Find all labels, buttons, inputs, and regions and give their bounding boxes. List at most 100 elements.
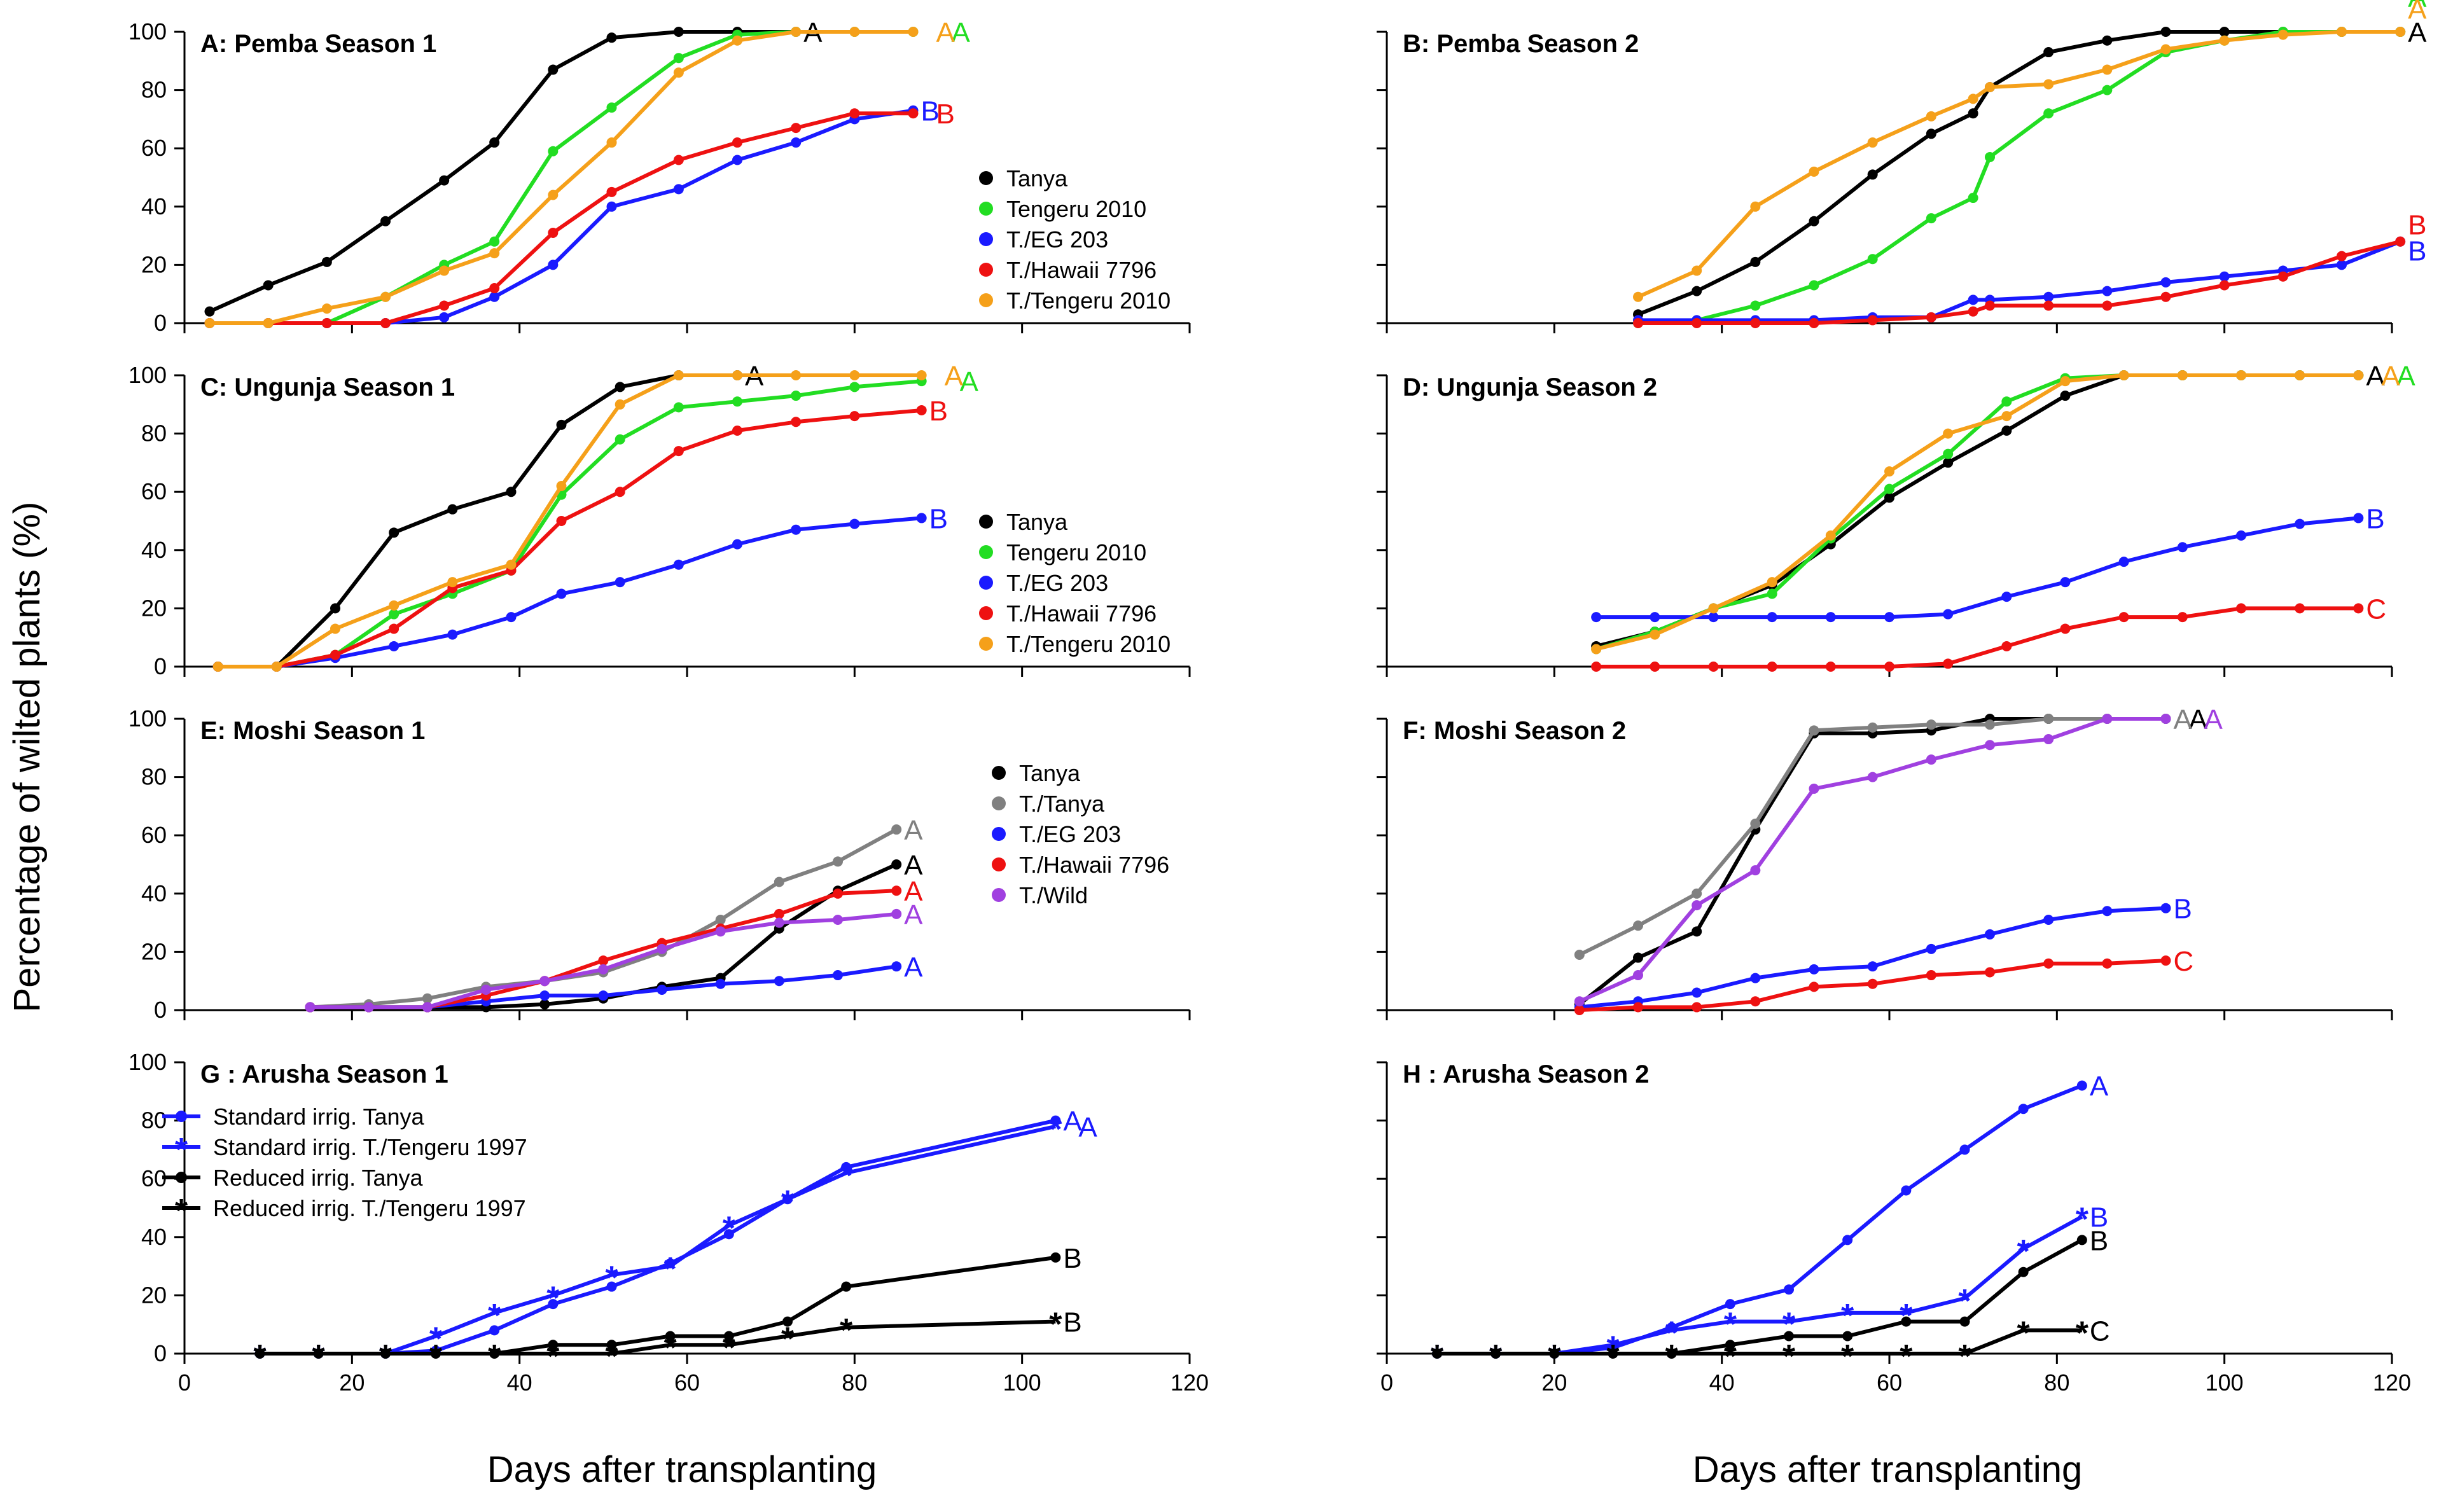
series-t-hawaii-7796: C	[1591, 593, 2386, 672]
data-point	[556, 516, 567, 526]
data-point	[556, 481, 567, 492]
legend-label: T./EG 203	[1019, 821, 1121, 847]
data-point	[833, 915, 843, 926]
data-point	[1884, 612, 1894, 623]
data-point	[1591, 612, 1602, 623]
series-line	[1595, 373, 2359, 651]
data-point	[849, 27, 860, 37]
data-point	[1959, 1316, 1970, 1327]
significance-letter: A	[2381, 361, 2400, 392]
data-point	[2295, 370, 2305, 380]
significance-letter: A	[2408, 0, 2427, 13]
data-point	[2043, 714, 2054, 724]
legend-marker	[992, 827, 1006, 841]
x-axis-title-left: Days after transplanting	[487, 1449, 877, 1490]
data-point	[916, 513, 927, 524]
star-marker: *	[2017, 1315, 2031, 1352]
star-marker: *	[605, 1259, 618, 1296]
panel-F: F: Moshi Season 2 AA BC A	[1377, 704, 2393, 1020]
data-point	[1926, 128, 1936, 139]
data-point	[1725, 1340, 1735, 1350]
data-point	[673, 155, 684, 165]
legend-star-marker: *	[175, 1193, 188, 1230]
legend: Tanya Tengeru 2010 T./EG 203 T./Hawaii 7796…	[979, 165, 1171, 314]
panel-title: H : Arusha Season 2	[1403, 1060, 1650, 1088]
data-point	[2219, 271, 2230, 282]
data-point	[2018, 1104, 2029, 1114]
star-marker: *	[1431, 1338, 1444, 1375]
significance-letter: B	[2366, 503, 2384, 534]
significance-letter: A	[2204, 704, 2223, 735]
data-point	[1985, 300, 1995, 311]
y-tick-label: 0	[154, 653, 167, 679]
data-point	[389, 527, 400, 538]
data-point	[2043, 108, 2054, 119]
data-point	[2043, 915, 2054, 926]
legend-label: T./Tanya	[1019, 791, 1105, 817]
data-point	[2160, 44, 2171, 55]
legend-entry: T./EG 203	[979, 226, 1108, 253]
significance-letter: C	[2090, 1315, 2110, 1347]
data-point	[439, 175, 450, 186]
y-tick-label: 40	[141, 537, 167, 563]
data-point	[1784, 1284, 1794, 1295]
data-point	[774, 877, 784, 887]
data-point	[2102, 85, 2113, 95]
legend: Tanya Tengeru 2010 T./EG 203 T./Hawaii 7796…	[979, 509, 1171, 657]
data-point	[321, 256, 332, 267]
significance-letter: B	[2090, 1225, 2108, 1256]
y-tick-label: 0	[154, 997, 167, 1023]
data-point	[439, 300, 450, 311]
data-point	[615, 487, 625, 497]
data-point	[1692, 286, 1702, 296]
legend-label: T./Tengeru 2010	[1006, 631, 1171, 657]
data-point	[1574, 996, 1585, 1007]
data-point	[774, 917, 784, 928]
data-point	[489, 283, 500, 294]
data-point	[849, 518, 860, 529]
star-marker: *	[1958, 1338, 1971, 1375]
star-marker: *	[1489, 1338, 1503, 1375]
data-point	[389, 609, 400, 620]
data-point	[2118, 370, 2129, 380]
panel-title: D: Ungunja Season 2	[1403, 373, 1657, 401]
data-point	[1708, 612, 1719, 623]
series-line	[260, 1319, 1056, 1356]
y-tick-label: 60	[141, 478, 167, 504]
data-point	[212, 662, 223, 672]
data-point	[791, 391, 802, 401]
star-marker: *	[379, 1338, 393, 1375]
data-point	[891, 859, 902, 870]
data-point	[1633, 1002, 1643, 1013]
data-point	[2277, 271, 2288, 282]
star-marker: *	[781, 1184, 795, 1221]
data-point	[615, 577, 625, 588]
data-point	[1725, 1299, 1735, 1310]
data-point	[489, 248, 500, 259]
data-point	[330, 603, 340, 614]
data-point	[723, 1331, 734, 1342]
series-t-eg-203: B	[1591, 503, 2385, 623]
significance-letter: A	[2174, 704, 2193, 735]
data-point	[782, 1316, 793, 1327]
legend-marker	[992, 888, 1006, 902]
data-point	[2043, 79, 2054, 90]
data-point	[1926, 970, 1936, 981]
data-point	[723, 1229, 734, 1240]
data-point	[1943, 448, 1954, 459]
data-point	[2043, 958, 2054, 969]
data-point	[1750, 996, 1761, 1007]
significance-letter: B	[2408, 209, 2426, 240]
data-point	[732, 137, 742, 148]
series-t-tengeru-2010: A	[1633, 0, 2427, 302]
data-point	[548, 190, 559, 200]
series-t-hawaii-7796: B	[204, 99, 955, 328]
data-point	[673, 184, 684, 195]
y-tick-label: 80	[141, 77, 167, 103]
data-point	[539, 990, 550, 1001]
data-point	[1050, 1252, 1061, 1263]
legend-label: Reduced irrig. T./Tengeru 1997	[213, 1195, 526, 1221]
data-point	[833, 970, 843, 981]
data-point	[715, 915, 726, 926]
data-point	[1750, 818, 1761, 829]
